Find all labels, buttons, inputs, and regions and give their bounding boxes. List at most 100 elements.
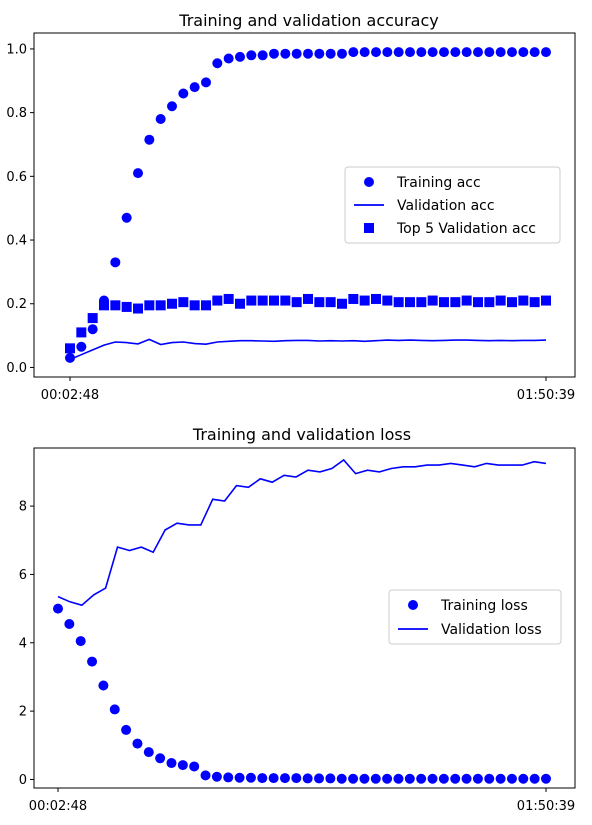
training-acc-point: [461, 47, 472, 58]
accuracy-chart-marks: [65, 47, 551, 363]
training-acc-point: [495, 47, 506, 58]
loss-y-tick-label: 2: [19, 705, 27, 720]
training-loss-point: [291, 773, 302, 784]
loss-legend-box: [388, 589, 562, 645]
training-loss-point: [109, 704, 120, 715]
training-loss-point: [234, 772, 245, 783]
training-acc-point: [280, 48, 291, 59]
top-5-validation-acc-point: [337, 298, 347, 309]
top-5-validation-acc-point: [359, 295, 370, 306]
training-acc-point: [405, 47, 415, 58]
top-5-validation-acc-legend-swatch: [364, 223, 374, 233]
loss-legend: Training loss Validation loss: [388, 589, 562, 645]
training-acc-point: [382, 47, 393, 58]
training-loss-point: [257, 773, 268, 784]
training-acc-point: [223, 53, 234, 64]
top-5-validation-acc-point: [167, 298, 177, 309]
loss-y-tick-label: 0: [19, 773, 27, 788]
training-acc-point: [144, 134, 155, 145]
training-loss-point: [53, 603, 63, 614]
training-acc-point: [65, 352, 75, 363]
top-5-validation-acc-point: [382, 295, 393, 306]
training-loss-point: [438, 773, 449, 784]
training-acc-point: [178, 88, 189, 99]
top-5-validation-acc-point: [257, 295, 268, 306]
training-acc-point: [337, 48, 347, 59]
training-acc-point: [393, 47, 404, 58]
top-5-validation-acc-point: [87, 313, 98, 324]
loss-chart-marks: [53, 458, 551, 784]
training-loss-point: [132, 738, 143, 749]
training-acc-point: [76, 341, 87, 352]
top-5-validation-acc-point: [246, 295, 257, 306]
training-acc-point: [427, 47, 438, 58]
training-loss-point: [506, 773, 517, 784]
top-5-validation-acc-point: [144, 300, 155, 311]
training-acc-point: [359, 47, 370, 58]
accuracy-chart-title: Training and validation accuracy: [178, 11, 438, 30]
accuracy-y-tick-label: 0.6: [6, 170, 27, 185]
training-acc-point: [371, 47, 381, 58]
top-5-validation-acc-point: [541, 295, 551, 306]
training-loss-point: [370, 773, 381, 784]
top-5-validation-acc-point: [473, 297, 483, 308]
training-acc-point: [201, 77, 211, 88]
top-5-validation-acc-point: [110, 300, 121, 311]
top-5-validation-acc-point: [507, 297, 517, 308]
top-5-validation-acc-point: [133, 303, 143, 314]
accuracy-legend: Training acc Validation acc Top 5 Validati…: [344, 166, 561, 244]
top-5-validation-acc-point: [99, 300, 109, 311]
loss-x-tick-label: 00:02:48: [29, 799, 87, 814]
training-acc-point: [450, 47, 461, 58]
training-loss-point: [472, 773, 483, 784]
training-acc-point: [257, 50, 268, 61]
training-loss-point: [75, 636, 86, 647]
loss-y-tick-label: 4: [19, 636, 27, 651]
accuracy-x-tick-label: 01:50:39: [517, 388, 575, 403]
loss-y-tick-label: 6: [19, 568, 27, 583]
training-loss-point: [121, 724, 132, 735]
loss-chart-title: Training and validation loss: [192, 425, 411, 444]
top-5-validation-acc-point: [280, 295, 291, 306]
accuracy-y-axis: 0.0 0.2 0.4 0.6 0.8 1.0: [6, 42, 34, 376]
training-acc-legend-label: Training acc: [396, 175, 481, 191]
training-loss-point: [495, 773, 506, 784]
training-loss-point: [518, 773, 529, 784]
accuracy-y-tick-label: 0.0: [6, 361, 27, 376]
training-acc-point: [235, 51, 245, 62]
training-loss-point: [359, 773, 370, 784]
validation-loss-line: [57, 458, 547, 607]
top-5-validation-acc-point: [416, 297, 427, 308]
validation-acc-line: [69, 338, 547, 361]
top-5-validation-acc-point: [291, 297, 302, 308]
training-acc-point: [121, 212, 132, 223]
training-loss-point: [541, 773, 551, 784]
training-loss-legend-label: Training loss: [440, 598, 528, 614]
loss-y-axis: 0 2 4 6 8: [19, 500, 34, 788]
top-5-validation-acc-point: [371, 293, 381, 304]
accuracy-y-tick-label: 0.4: [6, 234, 27, 249]
training-loss-point: [177, 760, 188, 771]
top-5-validation-acc-point: [427, 295, 438, 306]
training-loss-point: [325, 773, 336, 784]
top-5-validation-acc-point: [65, 343, 75, 354]
top-5-validation-acc-point: [201, 300, 211, 311]
training-loss-point: [529, 773, 540, 784]
validation-acc-legend-label: Validation acc: [397, 198, 495, 214]
training-loss-point: [268, 773, 279, 784]
top-5-validation-acc-point: [348, 293, 359, 304]
training-acc-point: [133, 168, 143, 179]
accuracy-y-tick-label: 0.2: [6, 297, 27, 312]
top-5-validation-acc-point: [461, 295, 472, 306]
accuracy-x-axis: 00:02:48 01:50:39: [41, 377, 575, 403]
loss-x-tick-label: 01:50:39: [517, 799, 575, 814]
training-loss-point: [427, 773, 438, 784]
training-loss-point: [382, 773, 393, 784]
top-5-validation-acc-point: [223, 293, 234, 304]
top-5-validation-acc-point: [450, 297, 461, 308]
top-5-validation-acc-point: [212, 295, 223, 306]
top-5-validation-acc-point: [121, 301, 132, 312]
training-loss-point: [416, 773, 427, 784]
accuracy-legend-box: [344, 166, 561, 244]
top-5-validation-acc-point: [529, 297, 540, 308]
